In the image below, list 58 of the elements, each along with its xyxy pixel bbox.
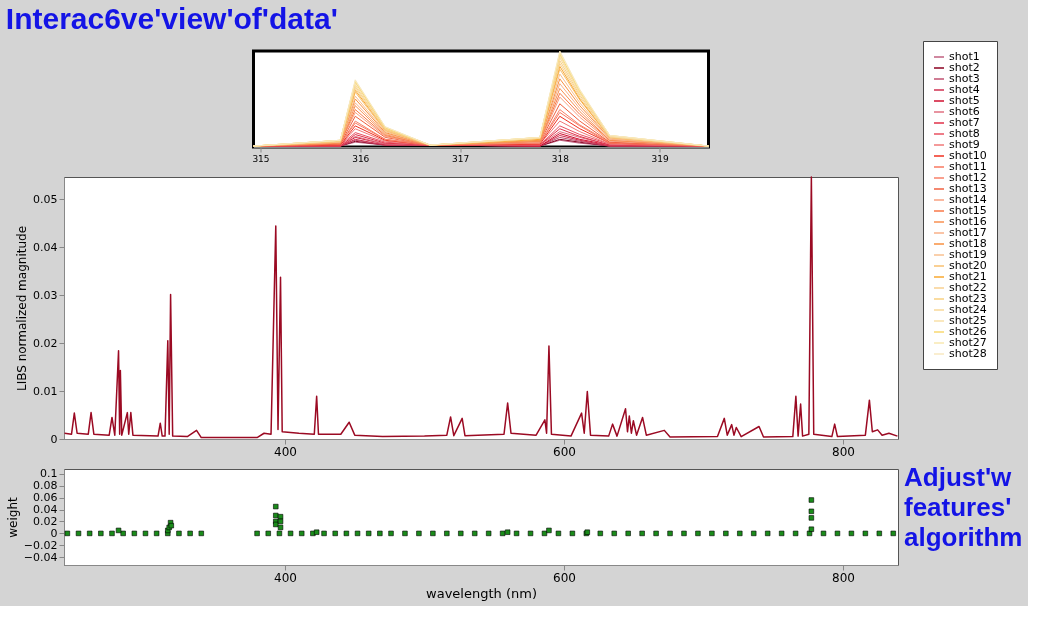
y-tick-label: 0.04 [33,240,58,254]
x-tick-label: 315 [252,153,270,164]
legend-label: shot21 [949,270,987,283]
x-tick-label: 400 [274,444,297,459]
legend-label: shot25 [949,314,987,327]
legend-label: shot8 [949,127,980,140]
x-tick-label: 317 [451,153,470,164]
legend-label: shot23 [949,292,987,305]
legend-label: shot4 [949,83,980,96]
y-tick-label: −0.04 [23,550,58,564]
x-tick-label: 319 [651,153,669,164]
legend-label: shot5 [949,94,980,107]
legend-label: shot12 [949,171,987,184]
y-tick-label: 0.02 [33,336,58,350]
legend-label: shot15 [949,204,987,217]
legend-label: shot19 [949,248,987,261]
x-tick-label: 600 [553,444,576,459]
legend-label: shot3 [949,72,980,85]
x-tick-label: 600 [553,570,576,585]
chart-title: Interac6ve'view'of'data' [5,2,338,35]
legend-label: shot14 [949,193,987,206]
y-tick-label: 0.03 [33,288,58,302]
legend-label: shot9 [949,138,980,151]
legend-label: shot13 [949,182,987,195]
legend-label: shot17 [949,226,987,239]
x-axis-title: wavelength (nm) [426,585,537,601]
legend-label: shot10 [949,149,987,162]
legend-label: shot26 [949,325,987,338]
legend-label: shot6 [949,105,980,118]
x-tick-label: 800 [832,444,855,459]
y-tick-label: 0.01 [33,384,58,398]
text: Adjust'w features' algorithm [904,462,1023,552]
y-tick-label: 0.04 [33,503,58,517]
y-tick-label: 0.06 [33,491,58,505]
legend-label: shot16 [949,215,987,228]
y-tick-label: 0.08 [33,479,58,493]
legend-label: shot27 [949,336,987,349]
y-tick-label: 0 [50,526,58,540]
x-tick-label: 316 [352,153,370,164]
y-tick-label: 0.05 [33,192,58,206]
x-tick-label: 800 [832,570,855,585]
legend-label: shot24 [949,303,987,316]
legend-label: shot11 [949,160,987,173]
legend-label: shot28 [949,347,987,360]
x-tick-label: 318 [551,153,570,164]
legend-label: shot2 [949,61,980,74]
x-tick-label: 400 [274,570,297,585]
legend-label: shot18 [949,237,987,250]
y-tick-label: 0 [50,432,58,446]
legend-label: shot22 [949,281,987,294]
legend-label: shot7 [949,116,980,129]
legend-label: shot20 [949,259,987,272]
y-axis-title: weight [5,496,20,538]
legend-label: shot1 [949,50,980,63]
y-tick-label: −0.02 [23,538,58,552]
y-tick-label: 0.1 [40,467,58,481]
y-tick-label: 0.02 [33,514,58,528]
y-axis-title: LIBS normalized magnitude [15,225,30,392]
